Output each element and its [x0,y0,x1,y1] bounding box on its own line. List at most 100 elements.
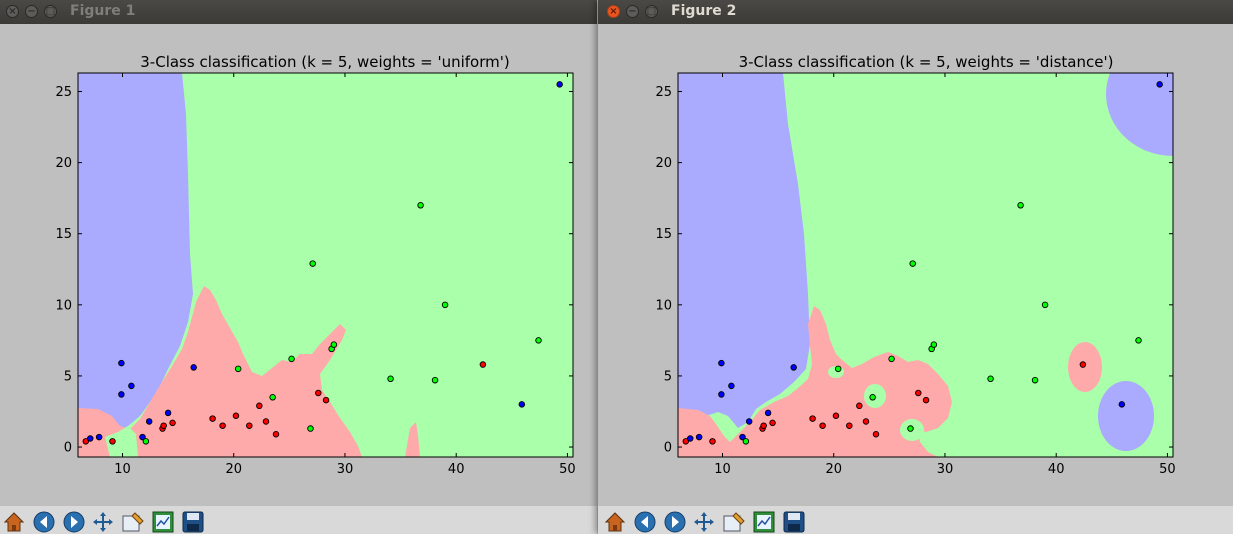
data-point-class2 [160,422,167,429]
data-point-class2 [872,430,880,438]
data-point-class1 [417,202,424,209]
data-point-class1 [1135,337,1142,344]
data-point-class0 [518,401,526,408]
region-class0-island [1098,381,1154,451]
plot-frame [77,72,574,458]
data-point-class0 [128,382,135,390]
axis-ticks: 10 20 30 40 50 0 5 10 15 20 25 [655,73,1176,477]
data-point-class0 [1118,401,1126,408]
data-point-class2 [1079,361,1087,368]
save-button[interactable] [181,510,205,534]
title-bar: × − □ Figure 1 [0,0,597,24]
data-point-class0 [695,433,703,441]
scatter-points [82,81,563,445]
forward-button[interactable] [663,510,687,534]
data-point-class0 [556,81,563,88]
data-point-class0 [139,433,146,441]
y-tick-label: 15 [655,227,672,242]
data-point-class2 [209,415,216,422]
data-point-class0 [164,409,172,417]
close-window-button[interactable]: × [607,5,620,18]
y-tick-label: 5 [664,369,672,384]
data-point-class1 [834,365,842,373]
data-point-class1 [1031,376,1039,384]
home-button[interactable] [2,510,26,534]
data-point-class2 [272,430,280,438]
back-button[interactable] [32,510,56,534]
data-point-class1 [742,438,750,445]
data-point-class2 [769,419,776,427]
y-tick-label: 20 [655,156,672,171]
x-tick-label: 20 [225,462,242,477]
data-point-class0 [86,435,94,442]
data-point-class2 [109,438,116,445]
x-tick-label: 50 [559,462,576,477]
maximize-window-button[interactable]: □ [44,5,57,18]
y-tick-label: 10 [55,298,72,313]
chart-uniform: 3-Class classification (k = 5, weights =… [55,53,576,477]
data-point-class2 [219,422,226,429]
data-point-class2 [846,422,853,429]
home-button[interactable] [603,510,627,534]
maximize-window-button[interactable]: □ [645,5,658,18]
zoom-button[interactable] [121,510,145,534]
data-point-class2 [682,438,690,445]
decision-regions [78,73,573,457]
data-point-class0 [718,391,725,398]
back-arrow-icon [33,511,55,533]
y-tick-label: 15 [55,227,72,242]
save-icon [182,511,204,533]
data-point-class1 [1041,301,1049,309]
zoom-button[interactable] [722,510,746,534]
data-point-class2 [915,389,922,397]
data-point-class1 [142,438,150,445]
plot-frame [677,72,1174,458]
close-window-button[interactable]: × [6,5,19,18]
region-class1-notch [105,426,138,457]
scatter-points [682,81,1163,445]
axis-ticks: 10 20 30 40 50 0 5 10 15 20 25 [55,73,576,477]
zoom-icon [122,512,144,532]
configure-subplots-button[interactable] [752,510,776,534]
save-icon [783,511,805,533]
forward-button[interactable] [62,510,86,534]
data-point-class2 [479,361,487,368]
data-point-class2 [819,422,826,429]
window-title: Figure 2 [671,3,737,19]
y-tick-label: 25 [55,85,72,100]
region-class0 [678,73,810,428]
back-button[interactable] [633,510,657,534]
minimize-window-button[interactable]: − [626,5,639,18]
configure-subplots-button[interactable] [151,510,175,534]
back-arrow-icon [634,511,656,533]
data-point-class2 [315,389,322,397]
window-title: Figure 1 [70,3,136,19]
region-class2 [678,306,952,457]
chart-title: 3-Class classification (k = 5, weights =… [739,53,1114,71]
y-tick-label: 10 [655,298,672,313]
pan-button[interactable] [692,510,716,534]
region-class2-spur [405,422,420,457]
forward-arrow-icon [63,511,85,533]
data-point-class0 [686,435,694,442]
data-point-class1 [930,341,938,348]
data-point-class1 [907,425,914,432]
save-button[interactable] [782,510,806,534]
data-point-class0 [739,433,746,441]
data-point-class0 [190,364,197,371]
data-point-class0 [118,391,125,398]
decision-regions [678,73,1173,457]
chart-distance: 3-Class classification (k = 5, weights =… [655,53,1176,477]
data-point-class0 [718,359,725,367]
y-tick-label: 5 [64,369,72,384]
data-point-class1 [330,341,338,348]
pan-button[interactable] [91,510,115,534]
data-point-class2 [809,415,816,422]
data-point-class1 [441,301,449,309]
data-point-class0 [145,418,153,425]
data-point-class2 [256,402,263,410]
minimize-window-button[interactable]: − [25,5,38,18]
configure-subplots-icon [152,511,174,533]
data-point-class0 [728,382,735,390]
data-point-class1 [888,355,895,363]
